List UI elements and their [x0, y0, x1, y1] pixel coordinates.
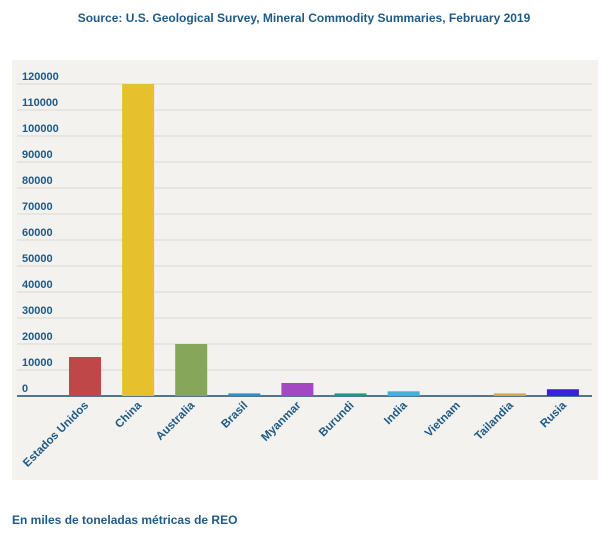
bar-rusia: [546, 389, 579, 396]
x-tick-label: India: [382, 399, 410, 427]
chart-source: Source: U.S. Geological Survey, Mineral …: [77, 11, 531, 25]
bar-myanmar: [281, 383, 314, 396]
y-tick-label: 110000: [22, 97, 58, 109]
y-tick-label: 50000: [22, 253, 53, 265]
x-tick-label: Vietnam: [423, 400, 463, 440]
chart-footnote: En miles de toneladas métricas de REO: [12, 513, 238, 527]
x-tick-label: Estados Unidos: [21, 400, 91, 470]
x-tick-label: Tailandia: [473, 399, 517, 443]
x-tick-label: Brasil: [219, 400, 250, 431]
y-tick-label: 0: [22, 383, 28, 395]
bar-australia: [175, 344, 208, 396]
chart-panel: 0 10000 20000 30000 40000 50000 60000 70000 8000…: [12, 60, 598, 480]
y-tick-label: 40000: [22, 279, 53, 291]
y-tick-label: 10000: [22, 357, 53, 369]
x-tick-label: Burundi: [317, 400, 357, 440]
bar-vietnam: [440, 394, 473, 396]
bar-china: [122, 84, 155, 396]
x-tick-label: Myanmar: [259, 399, 304, 444]
y-tick-label: 70000: [22, 201, 53, 213]
bar-estados-unidos: [69, 357, 101, 396]
bar-india: [387, 391, 420, 396]
x-tick-label: Australia: [154, 399, 198, 443]
y-tick-label: 90000: [22, 149, 53, 161]
x-tick-label: Rusia: [538, 399, 569, 430]
y-tick-label: 120000: [22, 71, 59, 83]
y-tick-label: 80000: [22, 175, 53, 187]
y-tick-label: 20000: [22, 331, 53, 343]
x-tick-label: China: [113, 399, 145, 431]
bar-chart: 0 10000 20000 30000 40000 50000 60000 70000 8000…: [17, 71, 592, 470]
bar-brasil: [228, 393, 261, 396]
y-tick-label: 30000: [22, 305, 53, 317]
bar-burundi: [334, 393, 367, 396]
y-tick-label: 100000: [22, 123, 59, 135]
y-tick-label: 60000: [22, 227, 53, 239]
bar-tailandia: [493, 393, 526, 396]
